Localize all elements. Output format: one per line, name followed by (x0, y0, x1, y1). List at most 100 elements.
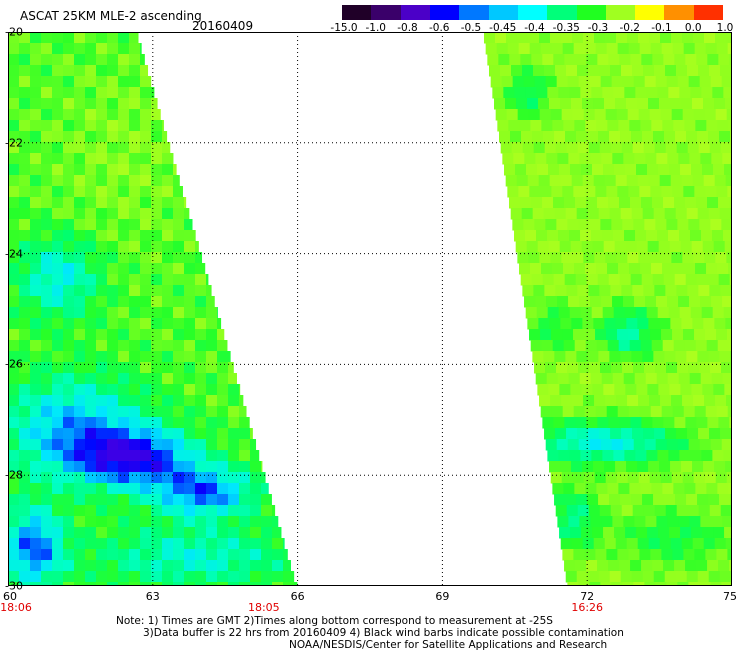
wind-cell (566, 285, 578, 297)
wind-cell (217, 560, 229, 572)
wind-cell (556, 142, 568, 154)
wind-cell (250, 439, 256, 451)
wind-cell (140, 43, 142, 55)
wind-cell (656, 76, 668, 88)
wind-cell (489, 65, 501, 77)
wind-cell (605, 32, 617, 44)
wind-cell (41, 76, 53, 88)
wind-cell (19, 208, 31, 220)
wind-cell (74, 417, 86, 429)
wind-cell (52, 516, 64, 528)
wind-cell (651, 406, 663, 418)
wind-cell (536, 87, 548, 99)
wind-cell (184, 373, 196, 385)
wind-cell (670, 241, 682, 253)
wind-cell (19, 549, 31, 561)
wind-cell (624, 373, 636, 385)
wind-cell (151, 384, 163, 396)
wind-cell (96, 406, 108, 418)
wind-cell (652, 54, 664, 66)
wind-cell (129, 131, 141, 143)
wind-cell (162, 219, 174, 231)
wind-cell (639, 109, 651, 121)
wind-cell (129, 560, 141, 572)
wind-cell (725, 241, 732, 253)
wind-cell (645, 516, 657, 528)
wind-cell (652, 560, 664, 572)
wind-cell (664, 351, 676, 363)
footnote-line-1: Note: 1) Times are GMT 2)Times along bot… (116, 615, 624, 627)
wind-cell (19, 505, 31, 517)
colorbar-segment (635, 5, 664, 20)
wind-cell (621, 571, 633, 583)
colorbar-segment (664, 5, 693, 20)
wind-cell (250, 505, 262, 517)
wind-cell (627, 252, 639, 264)
wind-cell (621, 208, 633, 220)
wind-cell (589, 505, 601, 517)
wind-cell (546, 153, 558, 165)
wind-cell (41, 560, 53, 572)
wind-cell (564, 197, 576, 209)
wind-cell (272, 505, 275, 517)
wind-cell (673, 263, 685, 275)
wind-cell (679, 450, 691, 462)
wind-cell (588, 428, 600, 440)
wind-cell (678, 153, 690, 165)
wind-cell (717, 43, 729, 55)
wind-cell (162, 571, 174, 583)
wind-cell (52, 307, 64, 319)
wind-cell (228, 472, 240, 484)
wind-cell (692, 98, 704, 110)
wind-cell (707, 54, 719, 66)
wind-cell (550, 395, 562, 407)
wind-cell (662, 406, 674, 418)
wind-cell (96, 538, 108, 550)
wind-cell (52, 417, 64, 429)
wind-cell (613, 450, 625, 462)
wind-cell (556, 219, 568, 231)
wind-cell (625, 527, 637, 539)
wind-cell (195, 571, 207, 583)
wind-cell (522, 208, 534, 220)
wind-cell (19, 395, 31, 407)
wind-cell (239, 395, 243, 407)
wind-cell (666, 219, 678, 231)
wind-cell (638, 395, 650, 407)
wind-cell (678, 516, 690, 528)
wind-cell (30, 241, 42, 253)
wind-cell (63, 307, 75, 319)
wind-cell (107, 263, 119, 275)
wind-cell (672, 329, 684, 341)
wind-cell (693, 175, 705, 187)
wind-cell (63, 527, 75, 539)
wind-cell (583, 32, 595, 44)
wind-cell (129, 65, 141, 77)
wind-cell (634, 516, 646, 528)
wind-cell (41, 307, 53, 319)
wind-cell (605, 252, 617, 264)
wind-cell (633, 219, 645, 231)
wind-cell (519, 263, 531, 275)
wind-cell (593, 461, 605, 473)
wind-cell (151, 197, 163, 209)
wind-cell (96, 164, 108, 176)
wind-cell (118, 494, 130, 506)
wind-cell (85, 538, 97, 550)
wind-cell (573, 109, 585, 121)
wind-cell (129, 175, 141, 187)
wind-cell (561, 32, 573, 44)
wind-cell (8, 219, 20, 231)
wind-cell (689, 153, 701, 165)
wind-cell (724, 164, 732, 176)
wind-cell (535, 153, 547, 165)
wind-cell (85, 285, 97, 297)
wind-cell (19, 318, 31, 330)
wind-cell (41, 439, 53, 451)
wind-cell (52, 219, 64, 231)
wind-cell (195, 472, 207, 484)
wind-cell (129, 263, 141, 275)
wind-cell (162, 351, 174, 363)
wind-cell (524, 76, 536, 88)
wind-cell (661, 329, 673, 341)
